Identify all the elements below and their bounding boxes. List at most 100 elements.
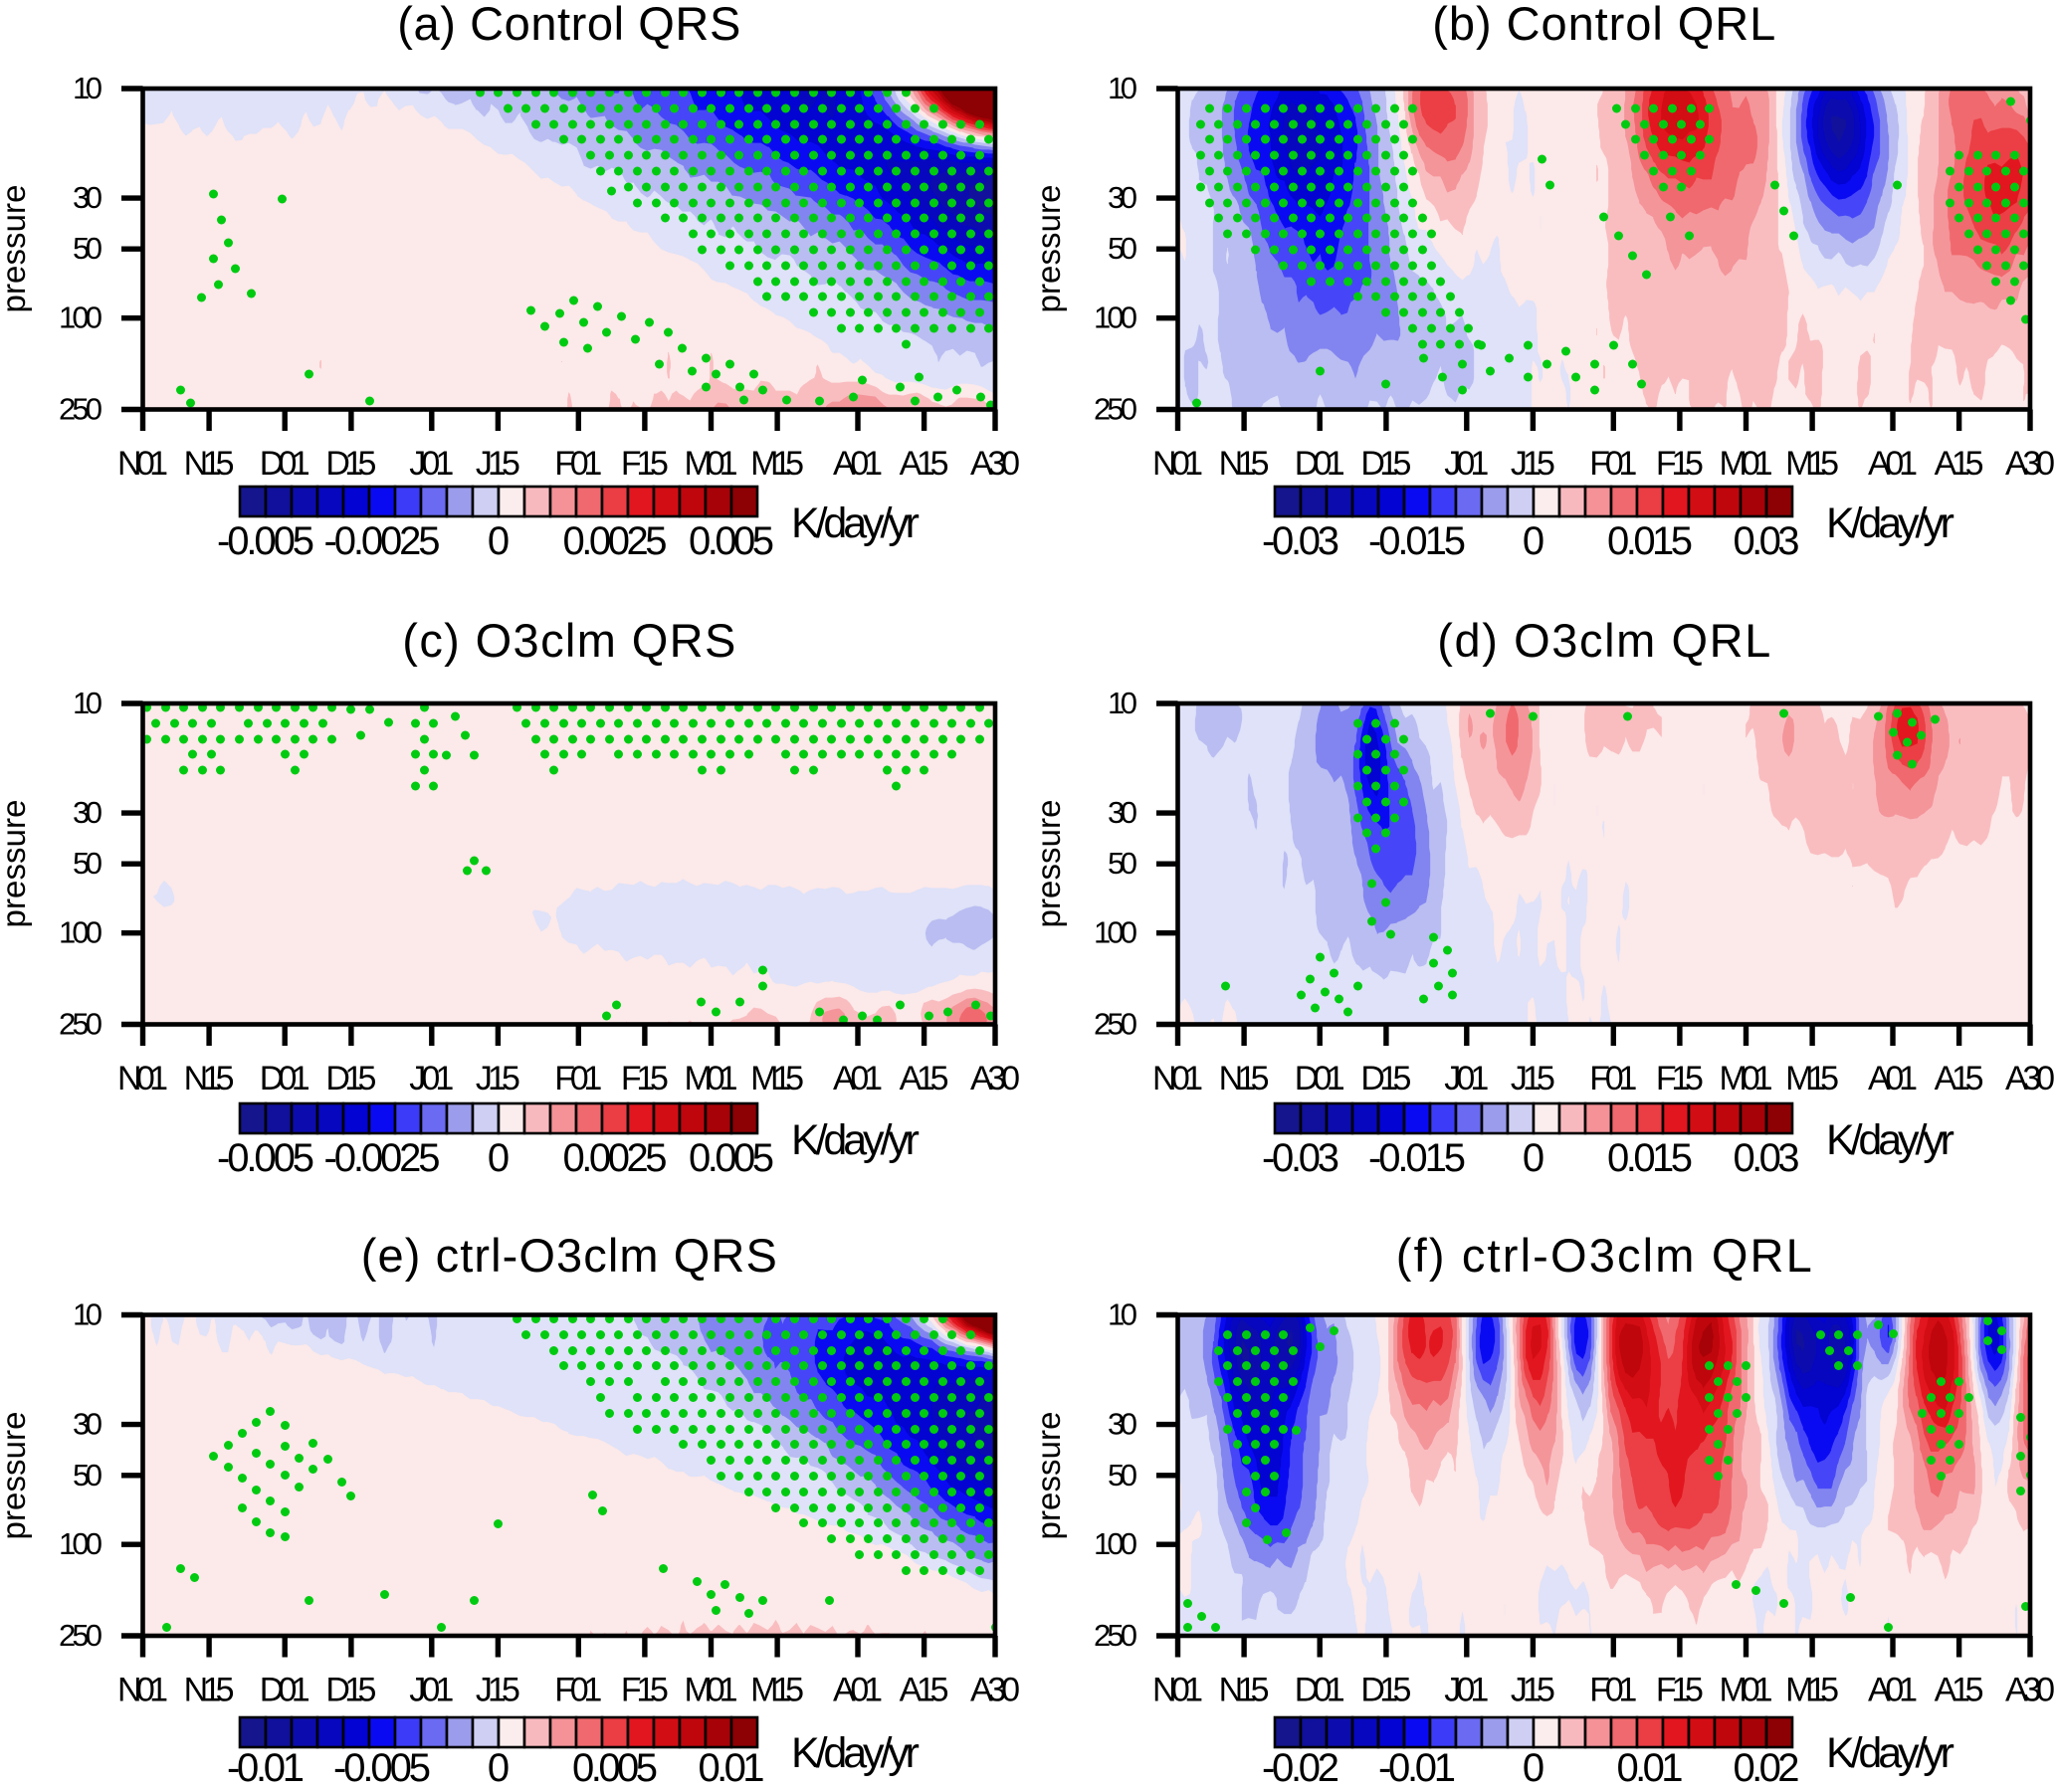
svg-text:N01: N01	[1152, 1060, 1203, 1097]
svg-text:0: 0	[1523, 519, 1544, 563]
svg-text:(e) ctrl-O3clm QRS: (e) ctrl-O3clm QRS	[361, 1229, 777, 1282]
svg-text:N15: N15	[184, 1672, 235, 1709]
svg-text:M01: M01	[685, 445, 738, 483]
svg-text:A15: A15	[900, 1672, 949, 1709]
svg-text:0.0025: 0.0025	[563, 519, 668, 563]
svg-text:J01: J01	[1444, 1672, 1489, 1709]
svg-text:F01: F01	[554, 445, 602, 483]
svg-text:100: 100	[59, 300, 103, 335]
svg-text:N15: N15	[1219, 445, 1270, 483]
svg-text:D01: D01	[260, 1060, 310, 1097]
svg-text:F15: F15	[1656, 1060, 1704, 1097]
svg-text:D15: D15	[325, 1672, 376, 1709]
svg-text:-0.03: -0.03	[1262, 519, 1339, 563]
svg-text:N01: N01	[117, 1672, 168, 1709]
svg-text:F15: F15	[1656, 445, 1704, 483]
svg-text:M15: M15	[1785, 1060, 1839, 1097]
svg-text:10: 10	[73, 71, 103, 105]
svg-text:50: 50	[1108, 846, 1137, 881]
svg-text:10: 10	[73, 686, 103, 720]
svg-text:A01: A01	[1868, 1672, 1918, 1709]
svg-text:30: 30	[73, 795, 103, 830]
svg-text:A15: A15	[900, 445, 949, 483]
svg-text:A01: A01	[1868, 1060, 1918, 1097]
svg-text:0.01: 0.01	[1617, 1746, 1684, 1787]
svg-text:M01: M01	[1720, 445, 1773, 483]
svg-text:M15: M15	[750, 1060, 804, 1097]
svg-text:30: 30	[1108, 180, 1137, 215]
svg-text:A01: A01	[833, 445, 883, 483]
svg-text:-0.01: -0.01	[1378, 1746, 1456, 1787]
svg-text:250: 250	[1094, 1618, 1137, 1653]
svg-text:0.01: 0.01	[699, 1746, 765, 1787]
svg-text:J15: J15	[1511, 445, 1555, 483]
svg-text:100: 100	[1094, 915, 1137, 950]
svg-text:F15: F15	[621, 1672, 669, 1709]
svg-text:K/day/yr: K/day/yr	[791, 1729, 920, 1777]
svg-text:10: 10	[73, 1297, 103, 1332]
svg-text:M15: M15	[750, 445, 804, 483]
svg-text:F15: F15	[621, 445, 669, 483]
svg-text:N01: N01	[117, 1060, 168, 1097]
svg-text:pressure: pressure	[0, 185, 32, 313]
svg-text:0.005: 0.005	[689, 519, 774, 563]
svg-text:100: 100	[1094, 1526, 1137, 1561]
svg-text:0.015: 0.015	[1607, 519, 1693, 563]
svg-text:0: 0	[488, 1136, 510, 1180]
svg-text:0.02: 0.02	[1734, 1746, 1800, 1787]
svg-text:D01: D01	[1295, 1060, 1345, 1097]
svg-text:0: 0	[488, 519, 510, 563]
svg-text:-0.005: -0.005	[217, 519, 314, 563]
svg-text:50: 50	[73, 846, 103, 881]
svg-text:D15: D15	[1360, 1672, 1411, 1709]
svg-text:J01: J01	[409, 1672, 454, 1709]
svg-text:0.005: 0.005	[689, 1136, 774, 1180]
svg-text:(c) O3clm QRS: (c) O3clm QRS	[402, 614, 735, 667]
svg-text:N01: N01	[1152, 1672, 1203, 1709]
svg-text:30: 30	[1108, 1407, 1137, 1442]
svg-text:50: 50	[1108, 231, 1137, 266]
svg-text:0: 0	[1523, 1746, 1544, 1787]
svg-text:M15: M15	[750, 1672, 804, 1709]
svg-text:50: 50	[73, 231, 103, 266]
svg-text:N01: N01	[117, 445, 168, 483]
svg-text:(b) Control QRL: (b) Control QRL	[1432, 0, 1775, 50]
svg-text:A15: A15	[1935, 1672, 1984, 1709]
svg-text:(d) O3clm QRL: (d) O3clm QRL	[1437, 614, 1770, 667]
svg-text:J01: J01	[1444, 1060, 1489, 1097]
svg-text:(f) ctrl-O3clm QRL: (f) ctrl-O3clm QRL	[1396, 1229, 1812, 1282]
svg-text:K/day/yr: K/day/yr	[1826, 499, 1954, 547]
svg-text:-0.015: -0.015	[1368, 1136, 1466, 1180]
svg-text:N15: N15	[184, 445, 235, 483]
svg-text:-0.0025: -0.0025	[324, 1136, 441, 1180]
svg-text:250: 250	[1094, 1007, 1137, 1042]
svg-text:10: 10	[1108, 71, 1137, 105]
svg-text:F01: F01	[1589, 1060, 1637, 1097]
svg-text:N01: N01	[1152, 445, 1203, 483]
svg-text:100: 100	[59, 915, 103, 950]
svg-text:F01: F01	[554, 1672, 602, 1709]
svg-text:100: 100	[59, 1526, 103, 1561]
svg-text:50: 50	[1108, 1458, 1137, 1493]
svg-text:0.03: 0.03	[1734, 519, 1800, 563]
svg-text:D01: D01	[1295, 1672, 1345, 1709]
svg-text:M15: M15	[1785, 1672, 1839, 1709]
svg-text:A01: A01	[833, 1060, 883, 1097]
svg-text:250: 250	[59, 1618, 103, 1653]
svg-text:D01: D01	[260, 1672, 310, 1709]
svg-text:A30: A30	[2005, 1672, 2055, 1709]
svg-text:10: 10	[1108, 686, 1137, 720]
svg-text:30: 30	[73, 180, 103, 215]
svg-text:A30: A30	[970, 1672, 1020, 1709]
svg-text:J15: J15	[476, 1672, 520, 1709]
svg-text:250: 250	[59, 1007, 103, 1042]
svg-text:A30: A30	[2005, 445, 2055, 483]
svg-text:pressure: pressure	[0, 800, 32, 928]
svg-text:A30: A30	[2005, 1060, 2055, 1097]
svg-text:0.0025: 0.0025	[563, 1136, 668, 1180]
svg-text:pressure: pressure	[1030, 800, 1067, 928]
svg-text:A15: A15	[1935, 1060, 1984, 1097]
svg-text:30: 30	[73, 1407, 103, 1442]
svg-text:M01: M01	[685, 1672, 738, 1709]
svg-text:K/day/yr: K/day/yr	[1826, 1729, 1954, 1777]
